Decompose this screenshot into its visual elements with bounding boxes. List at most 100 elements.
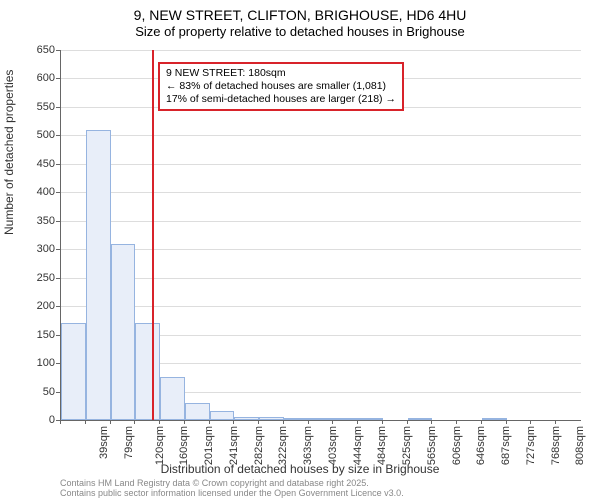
x-tick-mark bbox=[530, 420, 531, 424]
histogram-bar bbox=[234, 417, 259, 420]
x-tick-mark bbox=[407, 420, 408, 424]
grid-line bbox=[61, 164, 581, 165]
y-tick-mark bbox=[56, 192, 60, 193]
x-tick-label: 768sqm bbox=[550, 426, 562, 465]
x-tick-label: 808sqm bbox=[575, 426, 587, 465]
callout-box: 9 NEW STREET: 180sqm ← 83% of detached h… bbox=[158, 62, 404, 111]
x-tick-label: 484sqm bbox=[377, 426, 389, 465]
y-tick-mark bbox=[56, 50, 60, 51]
x-tick-mark bbox=[159, 420, 160, 424]
y-tick-mark bbox=[56, 392, 60, 393]
histogram-bar bbox=[284, 418, 309, 420]
histogram-bar bbox=[210, 411, 235, 420]
x-tick-mark bbox=[233, 420, 234, 424]
callout-line-3: 17% of semi-detached houses are larger (… bbox=[166, 93, 396, 106]
x-tick-label: 444sqm bbox=[352, 426, 364, 465]
x-tick-label: 403sqm bbox=[327, 426, 339, 465]
x-tick-mark bbox=[456, 420, 457, 424]
histogram-bar bbox=[333, 418, 358, 420]
x-tick-mark bbox=[555, 420, 556, 424]
x-tick-mark bbox=[134, 420, 135, 424]
grid-line bbox=[61, 50, 581, 51]
x-tick-mark bbox=[506, 420, 507, 424]
y-tick-mark bbox=[56, 335, 60, 336]
x-tick-label: 39sqm bbox=[98, 426, 110, 459]
x-tick-label: 322sqm bbox=[277, 426, 289, 465]
y-tick-label: 400 bbox=[15, 186, 55, 198]
y-tick-label: 200 bbox=[15, 300, 55, 312]
x-tick-mark bbox=[60, 420, 61, 424]
y-tick-label: 650 bbox=[15, 44, 55, 56]
x-tick-mark bbox=[481, 420, 482, 424]
y-tick-mark bbox=[56, 306, 60, 307]
x-tick-mark bbox=[283, 420, 284, 424]
histogram-bar bbox=[309, 418, 334, 420]
y-tick-label: 300 bbox=[15, 243, 55, 255]
chart-title: 9, NEW STREET, CLIFTON, BRIGHOUSE, HD6 4… bbox=[0, 0, 600, 24]
x-tick-mark bbox=[382, 420, 383, 424]
histogram-bar bbox=[86, 130, 111, 420]
callout-line-1: 9 NEW STREET: 180sqm bbox=[166, 67, 396, 80]
y-tick-mark bbox=[56, 221, 60, 222]
chart-container: 9, NEW STREET, CLIFTON, BRIGHOUSE, HD6 4… bbox=[0, 0, 600, 500]
y-axis-label: Number of detached properties bbox=[2, 70, 16, 235]
x-tick-mark bbox=[308, 420, 309, 424]
histogram-bar bbox=[185, 403, 210, 420]
footer-attribution: Contains HM Land Registry data © Crown c… bbox=[60, 478, 404, 499]
x-tick-label: 687sqm bbox=[500, 426, 512, 465]
x-tick-label: 201sqm bbox=[203, 426, 215, 465]
plot-area: 9 NEW STREET: 180sqm ← 83% of detached h… bbox=[60, 50, 581, 421]
grid-line bbox=[61, 135, 581, 136]
x-tick-mark bbox=[110, 420, 111, 424]
y-tick-label: 600 bbox=[15, 72, 55, 84]
grid-line bbox=[61, 221, 581, 222]
histogram-bar bbox=[111, 244, 136, 420]
x-tick-label: 282sqm bbox=[253, 426, 265, 465]
footer-line-1: Contains HM Land Registry data © Crown c… bbox=[60, 478, 404, 488]
histogram-bar bbox=[259, 417, 284, 420]
y-tick-label: 150 bbox=[15, 329, 55, 341]
y-tick-mark bbox=[56, 135, 60, 136]
x-tick-label: 565sqm bbox=[426, 426, 438, 465]
x-tick-label: 79sqm bbox=[123, 426, 135, 459]
y-tick-label: 500 bbox=[15, 129, 55, 141]
x-tick-mark bbox=[209, 420, 210, 424]
y-tick-label: 550 bbox=[15, 101, 55, 113]
x-tick-label: 727sqm bbox=[525, 426, 537, 465]
y-tick-mark bbox=[56, 363, 60, 364]
reference-marker-line bbox=[152, 50, 154, 420]
y-tick-label: 50 bbox=[15, 386, 55, 398]
x-tick-label: 646sqm bbox=[476, 426, 488, 465]
footer-line-2: Contains public sector information licen… bbox=[60, 488, 404, 498]
histogram-bar bbox=[61, 323, 86, 420]
x-tick-label: 525sqm bbox=[401, 426, 413, 465]
histogram-bar bbox=[358, 418, 383, 420]
x-tick-label: 120sqm bbox=[154, 426, 166, 465]
x-tick-label: 241sqm bbox=[228, 426, 240, 465]
x-tick-label: 160sqm bbox=[178, 426, 190, 465]
x-tick-mark bbox=[258, 420, 259, 424]
y-tick-mark bbox=[56, 164, 60, 165]
x-tick-mark bbox=[431, 420, 432, 424]
chart-subtitle: Size of property relative to detached ho… bbox=[0, 24, 600, 41]
x-tick-label: 606sqm bbox=[451, 426, 463, 465]
y-tick-mark bbox=[56, 107, 60, 108]
y-tick-mark bbox=[56, 78, 60, 79]
callout-line-2: ← 83% of detached houses are smaller (1,… bbox=[166, 80, 396, 93]
x-tick-label: 363sqm bbox=[302, 426, 314, 465]
y-tick-mark bbox=[56, 249, 60, 250]
grid-line bbox=[61, 306, 581, 307]
x-tick-mark bbox=[332, 420, 333, 424]
x-tick-mark bbox=[184, 420, 185, 424]
x-tick-mark bbox=[85, 420, 86, 424]
x-tick-mark bbox=[357, 420, 358, 424]
histogram-bar bbox=[408, 418, 433, 420]
grid-line bbox=[61, 278, 581, 279]
y-tick-label: 250 bbox=[15, 272, 55, 284]
y-tick-mark bbox=[56, 278, 60, 279]
grid-line bbox=[61, 192, 581, 193]
y-tick-label: 0 bbox=[15, 414, 55, 426]
y-tick-label: 350 bbox=[15, 215, 55, 227]
grid-line bbox=[61, 249, 581, 250]
histogram-bar bbox=[160, 377, 185, 420]
